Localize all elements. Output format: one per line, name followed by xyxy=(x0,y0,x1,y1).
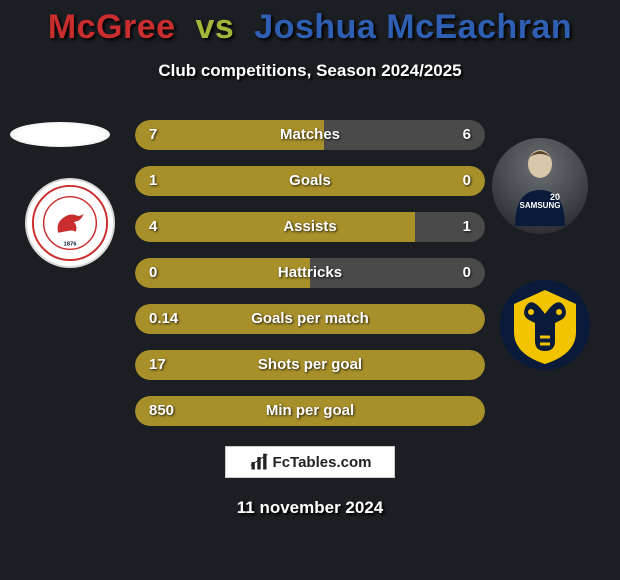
stat-row: Matches7 6 xyxy=(135,120,485,150)
title-vs: vs xyxy=(196,8,235,46)
stats-area: Matches76Goals10Assists41Hattricks00Goal… xyxy=(135,120,485,442)
svg-text:SAMSUNG: SAMSUNG xyxy=(520,201,561,210)
stat-row: Shots per goal17 xyxy=(135,350,485,380)
middlesbrough-crest-icon: 1876 xyxy=(31,184,109,262)
stat-label: Goals xyxy=(135,166,485,196)
stat-value-left: 0 xyxy=(149,258,157,288)
bars-icon xyxy=(249,452,269,472)
svg-text:20: 20 xyxy=(550,192,560,202)
stat-value-left: 850 xyxy=(149,396,174,426)
stat-value-left: 4 xyxy=(149,212,157,242)
stat-row: Assists4 1 xyxy=(135,212,485,242)
page-title: McGree vs Joshua McEachran xyxy=(0,0,620,47)
subtitle: Club competitions, Season 2024/2025 xyxy=(0,61,620,81)
player2-name: Joshua McEachran xyxy=(254,8,572,46)
player2-club-badge xyxy=(500,280,590,370)
oxford-united-crest-icon xyxy=(500,280,590,370)
stat-value-right: 0 xyxy=(463,258,471,288)
stat-value-left: 0.14 xyxy=(149,304,178,334)
stat-value-right: 6 xyxy=(463,120,471,150)
stat-value-left: 7 xyxy=(149,120,157,150)
brand-text: FcTables.com xyxy=(273,454,372,471)
stat-label: Matches xyxy=(135,120,485,150)
stat-row: Goals per match0.14 xyxy=(135,304,485,334)
comparison-card: McGree vs Joshua McEachran Club competit… xyxy=(0,0,620,580)
stat-value-left: 17 xyxy=(149,350,166,380)
stat-value-left: 1 xyxy=(149,166,157,196)
stat-label: Hattricks xyxy=(135,258,485,288)
stat-label: Min per goal xyxy=(135,396,485,426)
stat-row: Hattricks0 0 xyxy=(135,258,485,288)
stat-value-right: 1 xyxy=(463,212,471,242)
stat-row: Min per goal850 xyxy=(135,396,485,426)
svg-text:1876: 1876 xyxy=(63,241,77,247)
brand-badge: FcTables.com xyxy=(225,446,395,478)
player2-silhouette-icon: SAMSUNG 20 xyxy=(505,146,575,226)
footer-date: 11 november 2024 xyxy=(0,498,620,518)
player1-avatar xyxy=(10,122,110,147)
player1-name: McGree xyxy=(48,8,176,46)
stat-label: Shots per goal xyxy=(135,350,485,380)
player2-avatar: SAMSUNG 20 xyxy=(492,138,588,234)
stat-value-right: 0 xyxy=(463,166,471,196)
player1-club-badge: 1876 xyxy=(25,178,115,268)
stat-label: Goals per match xyxy=(135,304,485,334)
stat-label: Assists xyxy=(135,212,485,242)
stat-row: Goals1 0 xyxy=(135,166,485,196)
